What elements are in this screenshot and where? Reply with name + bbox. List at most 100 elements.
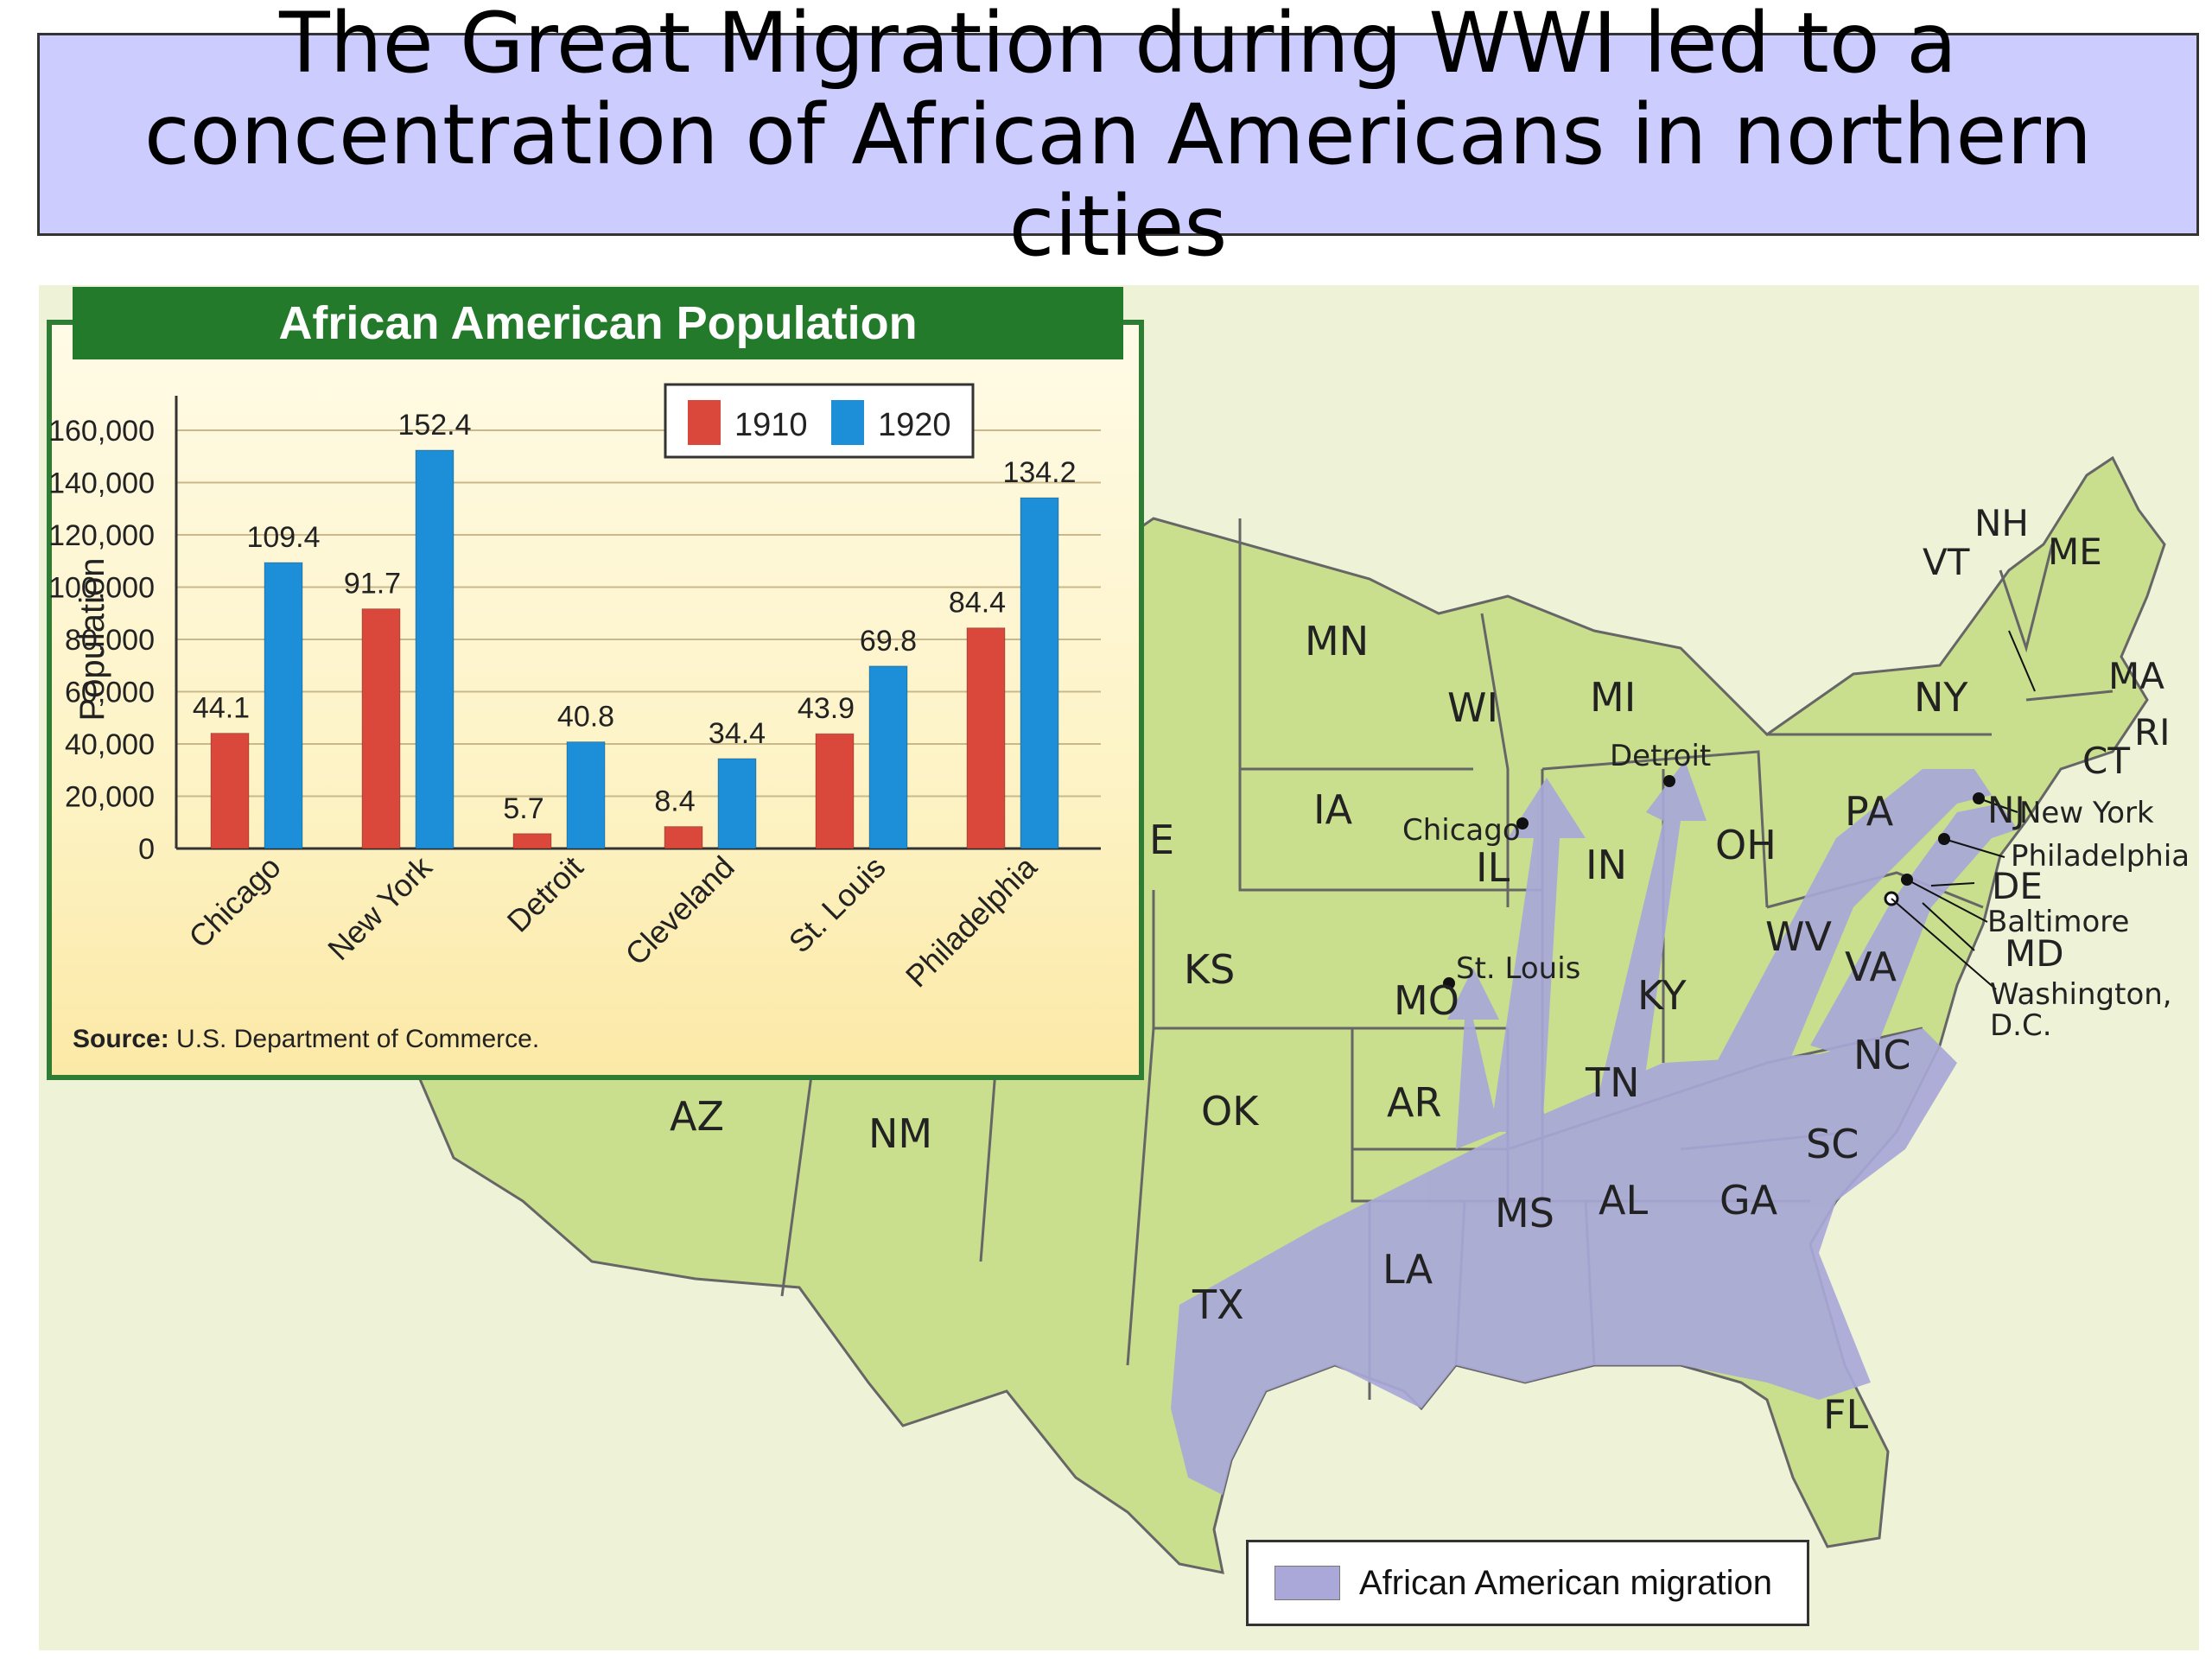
chart-source: Source: U.S. Department of Commerce. [73,1025,539,1053]
data-label: 69.8 [860,625,917,658]
state-label-ma: MA [2108,655,2164,697]
state-label-ga: GA [1719,1177,1778,1224]
state-label-tn: TN [1585,1059,1640,1106]
city-label-detroit: Detroit [1610,739,1711,773]
bar-1910-st-louis [815,733,855,849]
bar-1920-new-york [415,449,454,849]
chart-title: African American Population [73,287,1123,359]
city-label-philadelphia: Philadelphia [2011,839,2190,874]
y-tick-label: 80,000 [65,624,155,657]
data-label: 91.7 [344,568,401,601]
migration-area-south [1171,1028,1957,1495]
state-label-ks: KS [1184,946,1235,993]
state-label-mo: MO [1394,977,1459,1024]
legend-label-1910: 1910 [734,407,808,443]
city-label-chicago: Chicago [1402,813,1521,848]
data-label: 40.8 [557,701,614,734]
state-label-la: LA [1382,1246,1433,1293]
x-category-label: Philadelphia [899,849,1044,994]
x-category-label: Chicago [181,849,287,955]
x-category-label: Detroit [500,849,590,939]
city-label-washington-d-c-: Washington, D.C. [1990,977,2172,1043]
migration-arrow-stlouis [1447,968,1499,1149]
legend-swatch-1910 [688,400,721,445]
chart-bars [210,449,1059,849]
state-label-nc: NC [1853,1032,1911,1078]
state-label-ok: OK [1201,1088,1260,1135]
y-tick-label: 20,000 [65,781,155,814]
x-category-label: Cleveland [618,849,741,972]
state-label-il: IL [1476,844,1510,891]
state-label-ms: MS [1495,1190,1554,1236]
bar-1920-detroit [566,741,606,849]
migration-legend-swatch [1274,1566,1340,1600]
city-label-new-york: New York [2019,796,2154,830]
bar-1920-st-louis [868,665,908,849]
chart-source-text: U.S. Department of Commerce. [176,1025,539,1053]
slide-title: The Great Migration during WWI led to a … [37,0,2199,272]
city-dots [1443,775,1985,989]
city-dot-stlouis [1443,977,1455,989]
y-tick-label: 40,000 [65,728,155,761]
migration-arrow-coast [1810,804,2018,1063]
state-label-al: AL [1599,1177,1648,1224]
legend-swatch-1920 [831,400,864,445]
migration-legend-label: African American migration [1359,1563,1772,1602]
state-label-de: DE [1992,865,2043,907]
state-label-ny: NY [1914,674,1968,721]
map-legend: African American migration [1246,1540,1809,1626]
population-chart: 160,000 140,000 120,000 100,000 80,000 60,000… [48,383,1101,1053]
y-tick-label: 0 [138,833,155,866]
data-label: 44.1 [193,692,250,725]
state-label-mi: MI [1590,674,1636,721]
x-category-label: New York [321,849,439,967]
state-label-ct: CT [2082,740,2130,782]
data-label: 134.2 [1002,456,1076,489]
title-line-2: concentration of African Americans in no… [143,86,2093,275]
bar-1910-detroit [512,833,552,849]
data-label: 8.4 [654,785,695,818]
state-label-oh: OH [1715,822,1777,868]
state-label-ri: RI [2134,711,2171,753]
state-label-md: MD [2005,932,2064,975]
y-axis-label: Population [73,557,111,721]
y-tick-label: 60,000 [65,677,155,709]
state-label-sc: SC [1806,1121,1859,1167]
chart-source-label: Source: [73,1025,169,1053]
state-label-wv: WV [1765,913,1832,960]
state-label-mn: MN [1305,618,1369,664]
bar-1910-cleveland [664,826,703,849]
state-label-ar: AR [1387,1079,1441,1126]
migration-arrow-detroit [1586,760,1707,1149]
chart-legend: 1910 1920 [664,383,975,459]
state-label-tx: TX [1192,1281,1244,1328]
chart-grid [175,396,1101,850]
chart-text: 160,000 140,000 120,000 100,000 80,000 60,000… [48,409,1076,994]
bar-1910-new-york [361,608,401,849]
migration-arrow-chicago [1491,778,1586,1132]
state-label-nh: NH [1974,502,2029,544]
state-label-in: IN [1586,842,1627,888]
city-dot-detroit [1663,775,1675,787]
state-label-az: AZ [670,1093,724,1140]
state-label-va: VA [1845,944,1897,990]
leader-lines [1891,630,2036,990]
city-dot-chicago [1516,817,1529,830]
data-label: 5.7 [503,792,543,825]
state-label-wi: WI [1447,684,1498,731]
bar-1910-philadelphia [966,627,1006,849]
data-label: 34.4 [709,717,766,750]
state-label-vt: VT [1923,541,1970,583]
bar-1920-chicago [264,562,303,849]
x-category-label: St. Louis [782,849,893,960]
legend-label-1920: 1920 [878,407,951,443]
y-tick-label: 140,000 [48,467,155,500]
state-label-ia: IA [1313,786,1353,833]
city-label-st-louis: St. Louis [1456,951,1580,986]
state-label-pa: PA [1845,788,1894,835]
data-label: 43.9 [798,692,855,725]
data-label: 109.4 [246,521,320,554]
y-tick-label: 120,000 [48,519,155,552]
state-label-me: ME [2048,531,2102,573]
